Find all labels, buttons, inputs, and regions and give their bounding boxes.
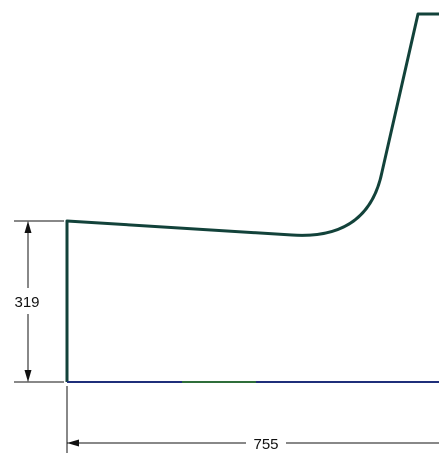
height-dimension-label: 319: [14, 294, 39, 311]
width-dimension-label: 755: [253, 436, 278, 453]
height-arrow-top: [24, 221, 32, 233]
width-arrow-left: [67, 439, 79, 447]
part-profile-outline: [65, 12, 439, 382]
height-arrow-bottom: [24, 370, 32, 382]
